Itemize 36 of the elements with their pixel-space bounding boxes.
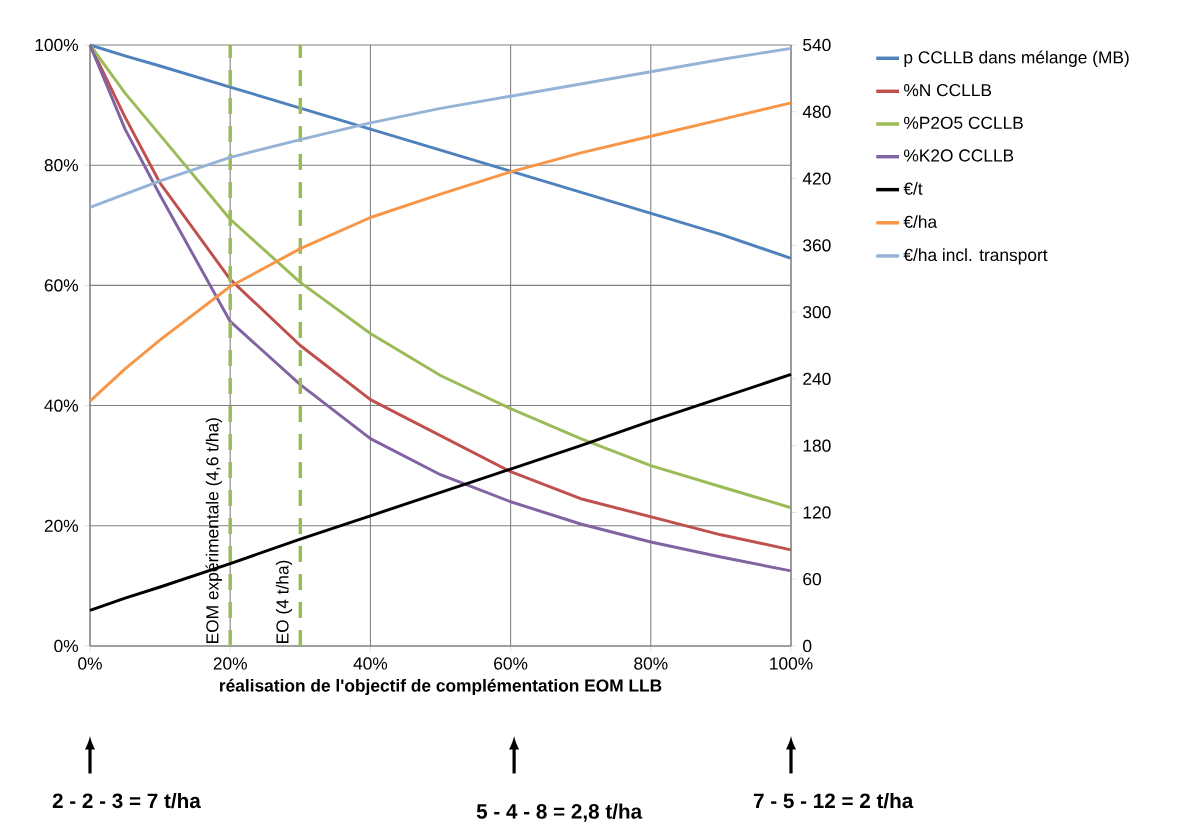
- y-tick-label: 80%: [44, 159, 79, 172]
- y2-tick-label: 480: [802, 105, 831, 118]
- legend-label: %K2O CCLLB: [904, 149, 1014, 162]
- y2-tick-label: 420: [802, 172, 831, 185]
- y-tick-label: 0%: [54, 639, 79, 653]
- y2-tick-label: 540: [803, 38, 831, 52]
- text: 5 - 4 - 8 = 2,8 t/ha: [476, 803, 643, 822]
- y-tick-label: 40%: [44, 399, 79, 412]
- y2-tick-label: 300: [803, 305, 831, 319]
- text: 7 - 5 - 12 = 2 t/ha: [753, 792, 914, 809]
- x-tick-label: 40%: [353, 657, 388, 670]
- x-tick-label: 20%: [213, 657, 247, 670]
- ref-line-label: EO (4 t/ha): [275, 560, 293, 643]
- y2-tick-label: 0: [803, 639, 812, 653]
- y2-tick-label: 180: [803, 439, 831, 452]
- y2-tick-label: 240: [803, 372, 831, 386]
- y-tick-label: 100%: [35, 38, 79, 52]
- legend-label: %P2O5 CCLLB: [904, 116, 1023, 129]
- legend-label: €/ha incl. transport: [903, 248, 1048, 265]
- y-tick-label: 20%: [44, 519, 79, 532]
- line-series: [88, 101, 793, 403]
- legend-label: p CCLLB dans mélange (MB): [904, 50, 1129, 67]
- legend-label: €/ha: [903, 215, 938, 228]
- y2-tick-label: 60: [803, 573, 821, 586]
- y2-tick-label: 120: [803, 506, 831, 519]
- y2-tick-label: 360: [803, 239, 831, 252]
- legend-label: €/t: [903, 182, 923, 195]
- x-tick-label: 60%: [494, 657, 528, 670]
- x-tick-label: 100%: [770, 657, 813, 670]
- y-tick-label: 60%: [44, 279, 79, 292]
- text: 2 - 2 - 3 = 7 t/ha: [52, 792, 201, 809]
- legend-label: %N CCLLB: [904, 83, 992, 97]
- ref-line-label: EOM expérimentale (4,6 t/ha): [205, 418, 222, 643]
- x-axis-title: réalisation de l'objectif de complémentation EOM LLB: [220, 678, 662, 696]
- x-tick-label: 0%: [78, 657, 102, 670]
- x-tick-label: 80%: [634, 657, 668, 670]
